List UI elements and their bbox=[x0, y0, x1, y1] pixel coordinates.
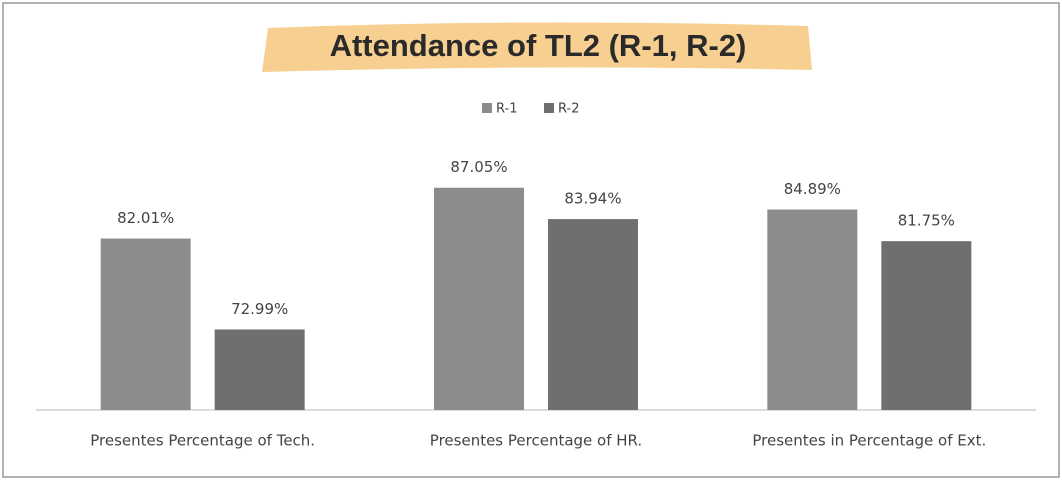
value-label: 87.05% bbox=[450, 158, 507, 176]
value-label: 72.99% bbox=[231, 300, 288, 318]
value-label: 84.89% bbox=[784, 180, 841, 198]
bar bbox=[100, 238, 191, 410]
legend-swatch bbox=[544, 103, 554, 113]
bar bbox=[881, 241, 972, 410]
bar bbox=[548, 219, 638, 410]
bar bbox=[434, 187, 524, 410]
title-highlight bbox=[262, 22, 812, 73]
chart-title: Attendance of TL2 (R-1, R-2) bbox=[330, 28, 747, 63]
bar bbox=[214, 329, 305, 410]
value-label: 81.75% bbox=[898, 212, 955, 230]
legend-swatch bbox=[482, 103, 492, 113]
x-tick-label: Presentes Percentage of Tech. bbox=[90, 432, 315, 450]
legend-label: R-2 bbox=[558, 102, 579, 117]
x-tick-label: Presentes Percentage of HR. bbox=[430, 432, 642, 450]
legend-label: R-1 bbox=[496, 102, 517, 117]
x-tick-label: Presentes in Percentage of Ext. bbox=[752, 432, 986, 450]
value-label: 83.94% bbox=[564, 190, 621, 208]
bar bbox=[767, 209, 858, 410]
value-label: 82.01% bbox=[117, 209, 174, 227]
